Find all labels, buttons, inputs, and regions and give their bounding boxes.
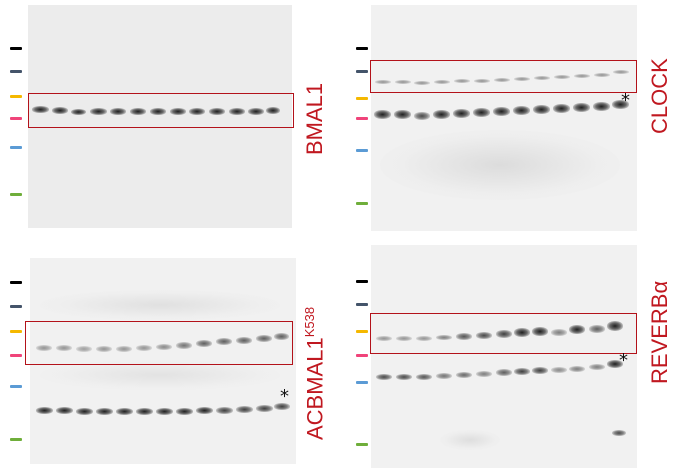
- label-acbmal1-main: ACBMAL1: [302, 337, 328, 440]
- label-acbmal1: ACBMAL1K538: [302, 307, 328, 440]
- ladder-mark-black: [10, 281, 22, 284]
- band-reverb-extra: [612, 430, 626, 436]
- ladder-mark-green: [356, 202, 368, 205]
- ladder-mark-pink: [356, 354, 368, 357]
- ladder-mark-pink: [10, 117, 22, 120]
- label-reverb: REVERBα: [647, 280, 672, 384]
- ladder-mark-gray: [356, 303, 368, 306]
- ladder-mark-blue: [10, 385, 22, 388]
- ladder-mark-black: [356, 280, 368, 283]
- highlight-box-reverb: [370, 313, 637, 354]
- ladder-mark-blue: [10, 146, 22, 149]
- ladder-mark-green: [356, 443, 368, 446]
- label-bmal1: BMAL1: [302, 82, 327, 155]
- ladder-mark-green: [10, 438, 22, 441]
- blot-reverb: [371, 245, 637, 468]
- ladder-mark-black: [10, 47, 22, 50]
- blot-bmal1: [28, 5, 292, 228]
- ladder-mark-yellow: [10, 330, 22, 333]
- ladder-mark-pink: [356, 117, 368, 120]
- asterisk-reverb: *: [619, 350, 628, 371]
- label-clock: CLOCK: [647, 58, 672, 134]
- asterisk-clock: *: [621, 90, 630, 111]
- ladder-mark-pink: [10, 354, 22, 357]
- ladder-mark-blue: [356, 381, 368, 384]
- asterisk-acbmal1: *: [280, 386, 289, 407]
- blot-acbmal1: [30, 258, 296, 464]
- ladder-mark-gray: [356, 70, 368, 73]
- ladder-mark-yellow: [356, 330, 368, 333]
- ladder-mark-gray: [10, 305, 22, 308]
- ladder-mark-green: [10, 193, 22, 196]
- ladder-mark-black: [356, 47, 368, 50]
- highlight-box-bmal1: [28, 93, 294, 128]
- ladder-mark-blue: [356, 149, 368, 152]
- ladder-mark-yellow: [10, 95, 22, 98]
- label-acbmal1-superscript: K538: [302, 306, 317, 338]
- highlight-box-clock: [370, 60, 637, 93]
- ladder-mark-yellow: [356, 97, 368, 100]
- highlight-box-acbmal1: [25, 321, 293, 365]
- ladder-mark-gray: [10, 70, 22, 73]
